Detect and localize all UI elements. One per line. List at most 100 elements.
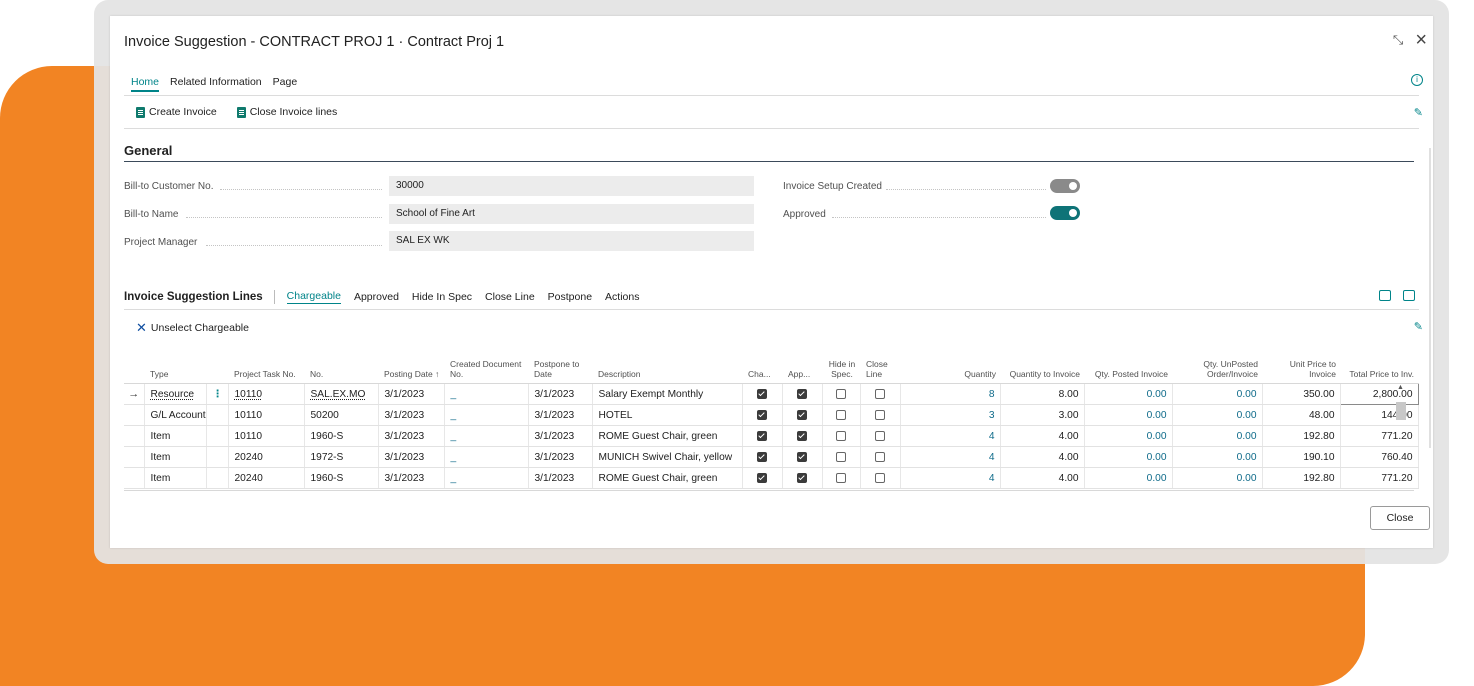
cha-checkbox[interactable] bbox=[757, 451, 767, 462]
qty-to-invoice-cell[interactable]: 8.00 bbox=[1000, 383, 1085, 405]
hide-checkbox[interactable] bbox=[836, 409, 846, 420]
close-checkbox[interactable] bbox=[875, 430, 885, 441]
invoice-setup-created-toggle[interactable] bbox=[1050, 179, 1080, 193]
col-total-price[interactable]: Total Price to Inv. bbox=[1340, 343, 1418, 384]
app-checkbox-cell[interactable] bbox=[782, 404, 823, 426]
quantity-cell[interactable]: 4 bbox=[900, 446, 1001, 468]
qty-posted-cell[interactable]: 0.00 bbox=[1084, 404, 1173, 426]
task-cell[interactable]: 10110 bbox=[228, 404, 305, 426]
tab-hide-in-spec[interactable]: Hide In Spec bbox=[411, 291, 473, 303]
tab-close-line[interactable]: Close Line bbox=[485, 291, 535, 303]
more-options-icon[interactable]: ⋮ bbox=[206, 383, 229, 405]
qty-unposted-cell[interactable]: 0.00 bbox=[1172, 383, 1263, 405]
collapse-arrows-icon[interactable]: ⤡ bbox=[1392, 32, 1404, 47]
cha-checkbox-cell[interactable] bbox=[742, 383, 783, 405]
col-posting-date[interactable]: Posting Date ↑ bbox=[378, 343, 444, 384]
posting-date-cell[interactable]: 3/1/2023 bbox=[378, 383, 445, 405]
quantity-cell[interactable]: 8 bbox=[900, 383, 1001, 405]
close-checkbox[interactable] bbox=[875, 451, 885, 462]
app-checkbox[interactable] bbox=[797, 451, 807, 462]
close-checkbox-cell[interactable] bbox=[860, 446, 901, 468]
app-checkbox-cell[interactable] bbox=[782, 383, 823, 405]
cha-checkbox-cell[interactable] bbox=[742, 446, 783, 468]
table-scrollbar[interactable]: ▲ bbox=[1396, 384, 1406, 492]
qty-unposted-cell[interactable]: 0.00 bbox=[1172, 404, 1263, 426]
posting-date-cell[interactable]: 3/1/2023 bbox=[378, 467, 445, 489]
postpone-cell[interactable]: 3/1/2023 bbox=[528, 383, 593, 405]
hide-checkbox-cell[interactable] bbox=[822, 446, 861, 468]
total-price-cell[interactable]: 2,800.00 bbox=[1339, 383, 1419, 405]
postpone-cell[interactable]: 3/1/2023 bbox=[528, 425, 593, 447]
close-checkbox[interactable] bbox=[875, 409, 885, 420]
table-row[interactable]: G/L Account 10110 50200 3/1/2023 _ 3/1/2023 HO… bbox=[124, 404, 1419, 426]
close-checkbox-cell[interactable] bbox=[860, 404, 901, 426]
qty-unposted-cell[interactable]: 0.00 bbox=[1172, 467, 1263, 489]
tab-actions[interactable]: Actions bbox=[605, 291, 640, 303]
postpone-cell[interactable]: 3/1/2023 bbox=[528, 446, 593, 468]
quantity-cell[interactable]: 4 bbox=[900, 425, 1001, 447]
scroll-thumb[interactable] bbox=[1396, 402, 1406, 420]
app-checkbox[interactable] bbox=[797, 409, 807, 420]
description-cell[interactable]: ROME Guest Chair, green bbox=[592, 467, 743, 489]
unit-price-cell[interactable]: 350.00 bbox=[1262, 383, 1341, 405]
tab-page[interactable]: Page bbox=[272, 76, 298, 88]
qty-posted-cell[interactable]: 0.00 bbox=[1084, 446, 1173, 468]
col-qty-posted[interactable]: Qty. Posted Invoice bbox=[1084, 343, 1172, 384]
col-type[interactable]: Type bbox=[144, 343, 206, 384]
table-row[interactable]: → Resource ⋮ 10110 SAL.EX.MO 3/1/2023 _ 3/1/202… bbox=[124, 383, 1419, 405]
no-cell[interactable]: 1960-S bbox=[304, 467, 379, 489]
task-cell[interactable]: 10110 bbox=[228, 425, 305, 447]
hide-checkbox-cell[interactable] bbox=[822, 467, 861, 489]
unit-price-cell[interactable]: 48.00 bbox=[1262, 404, 1341, 426]
tab-approved[interactable]: Approved bbox=[353, 291, 399, 303]
cha-checkbox-cell[interactable] bbox=[742, 404, 783, 426]
app-checkbox-cell[interactable] bbox=[782, 467, 823, 489]
qty-unposted-cell[interactable]: 0.00 bbox=[1172, 425, 1263, 447]
app-checkbox-cell[interactable] bbox=[782, 425, 823, 447]
col-hide-in-spec[interactable]: Hide in Spec. bbox=[822, 343, 860, 384]
description-cell[interactable]: HOTEL bbox=[592, 404, 743, 426]
created-doc-cell[interactable]: _ bbox=[444, 425, 529, 447]
no-cell[interactable]: 50200 bbox=[304, 404, 379, 426]
hide-checkbox[interactable] bbox=[836, 430, 846, 441]
total-price-cell[interactable]: 771.20 bbox=[1340, 425, 1419, 447]
create-invoice-button[interactable]: Create Invoice bbox=[136, 106, 217, 118]
col-chargeable[interactable]: Cha... bbox=[742, 343, 782, 384]
expand-icon[interactable] bbox=[1403, 290, 1415, 301]
total-price-cell[interactable]: 760.40 bbox=[1340, 446, 1419, 468]
cha-checkbox[interactable] bbox=[757, 430, 767, 441]
unit-price-cell[interactable]: 190.10 bbox=[1262, 446, 1341, 468]
tab-postpone[interactable]: Postpone bbox=[547, 291, 593, 303]
quantity-cell[interactable]: 4 bbox=[900, 467, 1001, 489]
no-cell[interactable]: 1960-S bbox=[304, 425, 379, 447]
tab-home[interactable]: Home bbox=[131, 76, 160, 92]
bill-to-customer-field[interactable]: 30000 bbox=[389, 176, 754, 196]
total-price-cell[interactable]: 771.20 bbox=[1340, 467, 1419, 489]
created-doc-cell[interactable]: _ bbox=[444, 446, 529, 468]
app-checkbox-cell[interactable] bbox=[782, 446, 823, 468]
hide-checkbox[interactable] bbox=[836, 472, 846, 483]
cha-checkbox[interactable] bbox=[757, 388, 767, 399]
hide-checkbox-cell[interactable] bbox=[822, 425, 861, 447]
col-postpone[interactable]: Postpone to Date bbox=[528, 343, 592, 384]
table-row[interactable]: Item 20240 1972-S 3/1/2023 _ 3/1/2023 MUNICH S… bbox=[124, 446, 1419, 468]
qty-to-invoice-cell[interactable]: 4.00 bbox=[1000, 425, 1085, 447]
close-checkbox-cell[interactable] bbox=[860, 467, 901, 489]
hide-checkbox-cell[interactable] bbox=[822, 383, 861, 405]
unit-price-cell[interactable]: 192.80 bbox=[1262, 425, 1341, 447]
close-button[interactable]: Close bbox=[1370, 506, 1430, 530]
close-invoice-lines-button[interactable]: Close Invoice lines bbox=[236, 106, 337, 118]
col-close-line[interactable]: Close Line bbox=[860, 343, 900, 384]
type-cell[interactable]: Item bbox=[144, 446, 207, 468]
type-cell[interactable]: Item bbox=[144, 467, 207, 489]
share-icon[interactable] bbox=[1379, 290, 1391, 301]
postpone-cell[interactable]: 3/1/2023 bbox=[528, 467, 593, 489]
task-cell[interactable]: 20240 bbox=[228, 446, 305, 468]
col-task[interactable]: Project Task No. bbox=[228, 343, 304, 384]
type-cell[interactable]: Item bbox=[144, 425, 207, 447]
tab-chargeable[interactable]: Chargeable bbox=[286, 290, 341, 304]
qty-posted-cell[interactable]: 0.00 bbox=[1084, 425, 1173, 447]
qty-posted-cell[interactable]: 0.00 bbox=[1084, 383, 1173, 405]
no-cell[interactable]: SAL.EX.MO bbox=[304, 383, 379, 405]
page-scrollbar[interactable] bbox=[1429, 148, 1431, 448]
